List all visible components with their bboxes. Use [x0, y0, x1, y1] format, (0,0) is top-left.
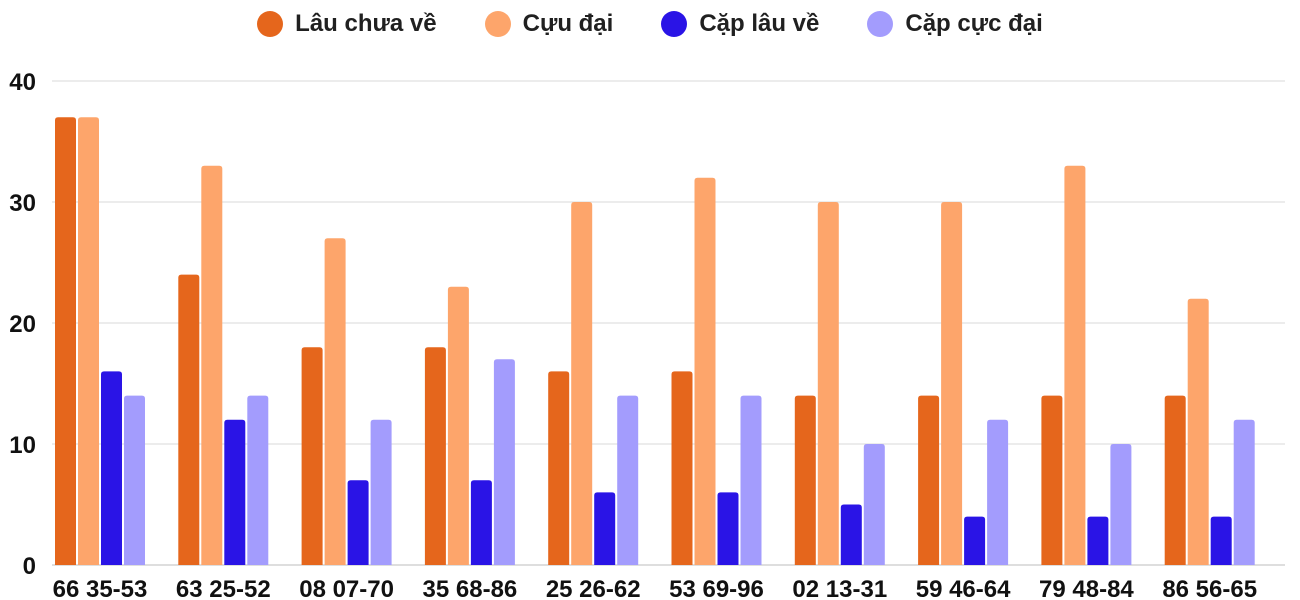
bar — [101, 371, 122, 565]
bar — [671, 371, 693, 565]
bar — [1187, 298, 1209, 565]
bar — [447, 286, 469, 565]
bar — [1064, 165, 1086, 565]
legend-item-cuu-dai: Cựu đại — [484, 10, 614, 38]
bar — [301, 347, 323, 565]
legend-item-lau-chua-ve: Lâu chưa về — [257, 10, 437, 38]
bar — [201, 165, 223, 565]
x-tick-label: 63 25-52 — [176, 576, 271, 600]
bar — [987, 419, 1009, 565]
legend-label: Lâu chưa về — [295, 10, 437, 37]
bar — [224, 419, 246, 565]
bar — [55, 117, 76, 566]
bar — [840, 504, 862, 565]
bar — [124, 395, 145, 565]
legend-swatch-lau-chua-ve — [257, 11, 284, 37]
bar — [178, 274, 200, 565]
bar — [470, 480, 492, 565]
x-tick-label: 35 68-86 — [423, 576, 518, 600]
bar — [493, 359, 515, 565]
bar — [78, 117, 99, 566]
bar — [594, 492, 616, 565]
bar — [1087, 516, 1109, 565]
y-tick-label: 0 — [23, 553, 36, 580]
bar — [571, 202, 593, 565]
bar — [424, 347, 446, 565]
bar — [863, 444, 885, 565]
x-axis-ticks: 66 35-53 63 25-52 08 07-70 35 68-86 25 26-62… — [53, 576, 1257, 600]
y-axis-ticks: 0 10 20 30 40 — [9, 69, 36, 580]
y-tick-label: 30 — [9, 190, 36, 217]
x-tick-label: 86 56-65 — [1162, 576, 1257, 600]
y-tick-label: 10 — [9, 432, 36, 459]
legend-swatch-cap-lau-ve — [661, 11, 688, 37]
y-tick-label: 20 — [9, 311, 36, 338]
bar — [370, 419, 392, 565]
x-tick-label: 08 07-70 — [299, 576, 394, 600]
bar — [817, 202, 839, 565]
bar — [1110, 444, 1132, 565]
bar — [247, 395, 269, 565]
bar — [694, 177, 716, 566]
bar — [941, 202, 963, 565]
bar — [324, 238, 346, 566]
x-tick-label: 53 69-96 — [669, 576, 764, 600]
legend-swatch-cuu-dai — [484, 11, 511, 37]
bar — [1233, 419, 1255, 565]
bar — [1041, 395, 1063, 565]
bar — [717, 492, 739, 565]
bar — [918, 395, 940, 565]
y-tick-label: 40 — [9, 69, 36, 96]
bar — [617, 395, 639, 565]
bar — [964, 516, 986, 565]
x-tick-label: 25 26-62 — [546, 576, 641, 600]
legend-swatch-cap-cuc-dai — [867, 11, 894, 37]
legend-item-cap-lau-ve: Cặp lâu về — [661, 10, 819, 38]
bar — [1210, 516, 1232, 565]
legend-label: Cặp cực đại — [905, 10, 1043, 37]
chart-legend: Lâu chưa về Cựu đại Cặp lâu về Cặp cực đ… — [0, 10, 1300, 38]
x-tick-label: 79 48-84 — [1039, 576, 1134, 600]
x-tick-label: 66 35-53 — [53, 576, 148, 600]
legend-item-cap-cuc-dai: Cặp cực đại — [867, 10, 1043, 38]
bar — [740, 395, 762, 565]
legend-label: Cặp lâu về — [699, 10, 820, 37]
bar — [1164, 395, 1186, 565]
x-tick-label: 59 46-64 — [916, 576, 1011, 600]
bar — [347, 480, 369, 565]
bars — [55, 117, 1255, 566]
bar — [794, 395, 816, 565]
bar — [548, 371, 570, 565]
x-tick-label: 02 13-31 — [792, 576, 887, 600]
legend-label: Cựu đại — [522, 10, 614, 37]
